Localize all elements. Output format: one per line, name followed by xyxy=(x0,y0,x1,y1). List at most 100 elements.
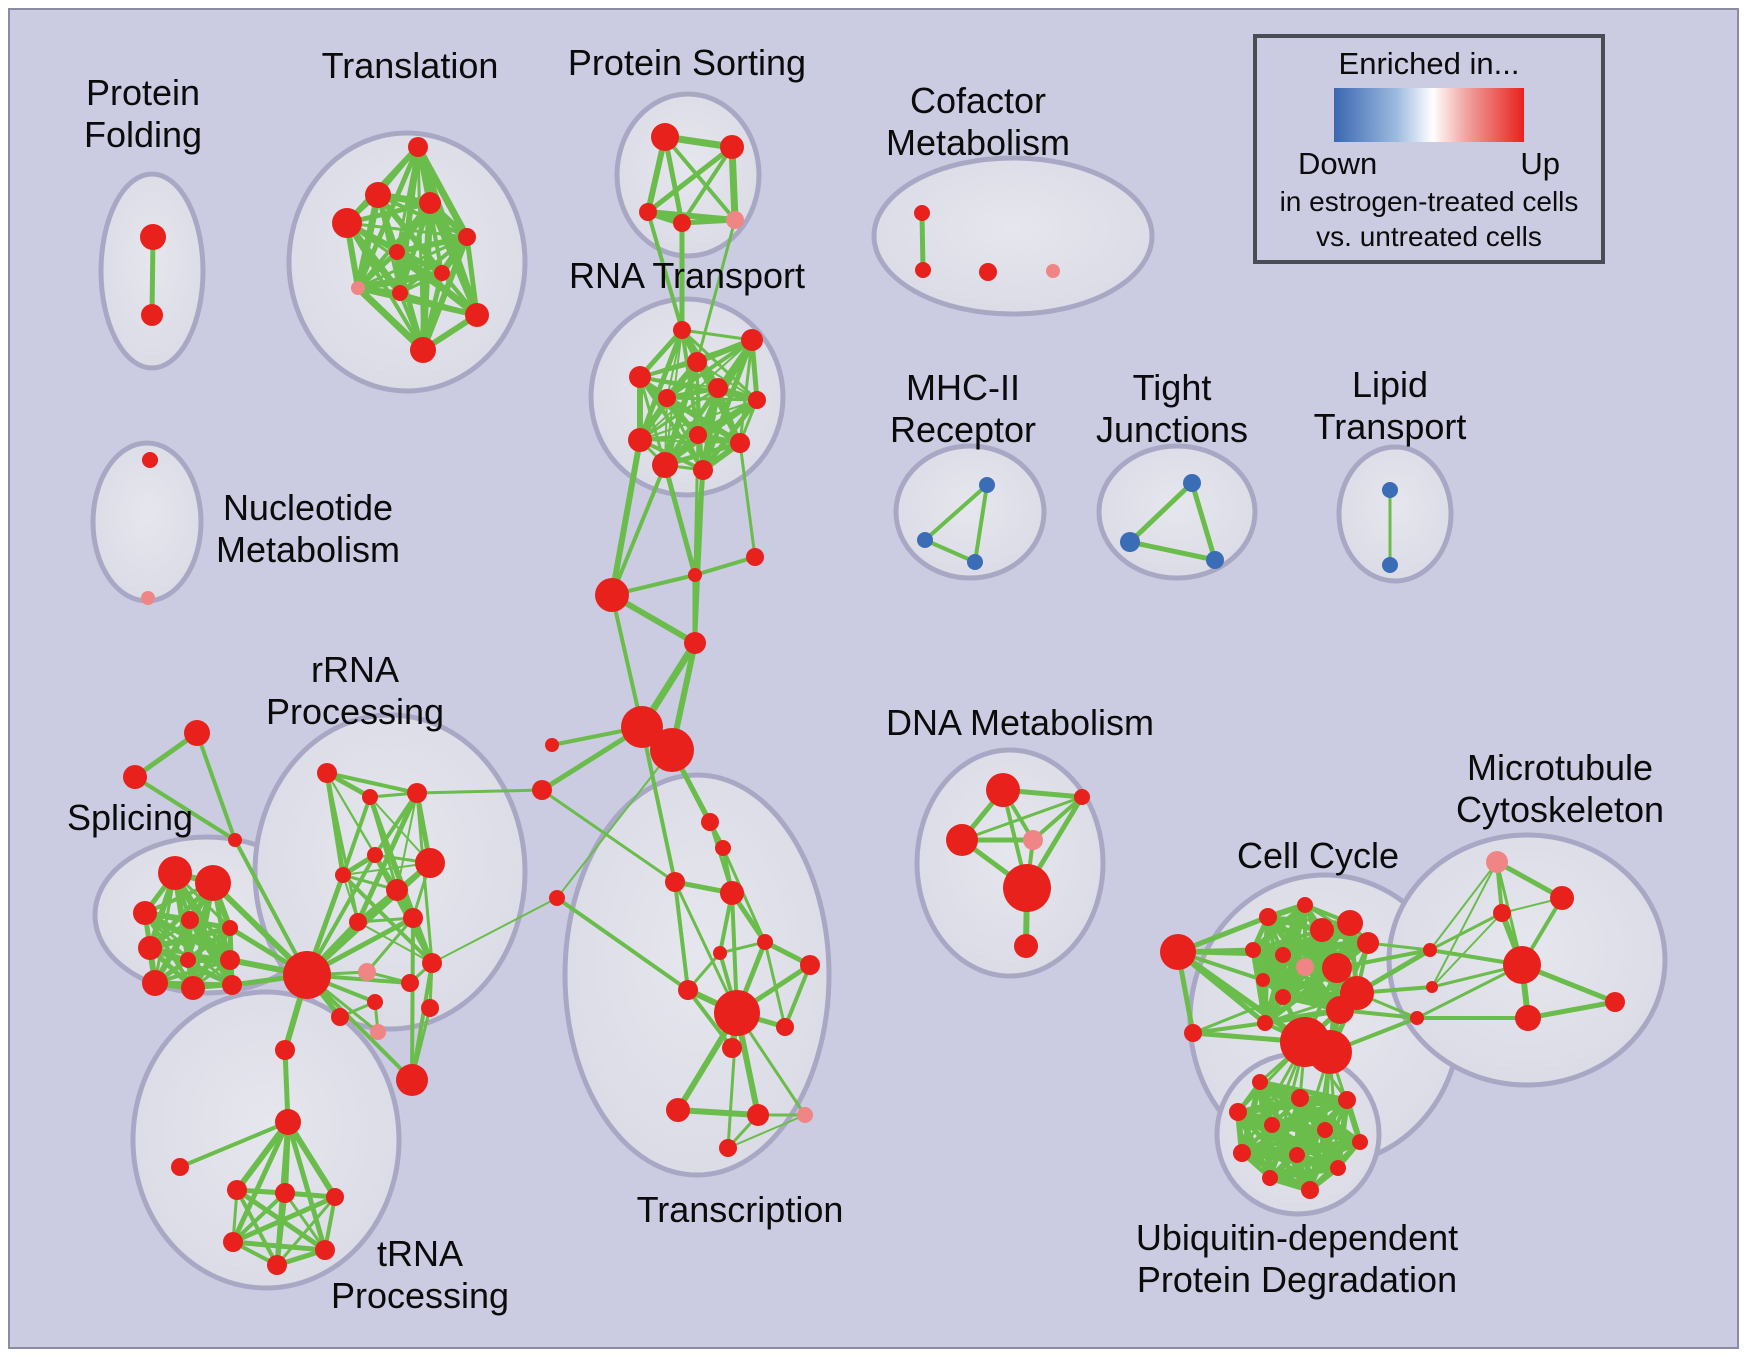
gene-set-node-ps5[interactable] xyxy=(726,211,744,229)
gene-set-node-tx1[interactable] xyxy=(713,946,727,960)
gene-set-node-c5[interactable] xyxy=(545,738,559,752)
gene-set-node-sp10[interactable] xyxy=(181,976,205,1000)
gene-set-node-u9[interactable] xyxy=(1289,1147,1305,1163)
gene-set-node-t10[interactable] xyxy=(465,303,489,327)
gene-set-node-tx8[interactable] xyxy=(747,1104,769,1126)
gene-set-node-ps4[interactable] xyxy=(673,214,691,232)
gene-set-node-lp1[interactable] xyxy=(1382,482,1398,498)
gene-set-node-d3[interactable] xyxy=(946,824,978,856)
gene-set-node-u10[interactable] xyxy=(1330,1160,1346,1176)
gene-set-node-r17[interactable] xyxy=(396,1064,428,1096)
gene-set-node-k1[interactable] xyxy=(1423,943,1437,957)
gene-set-node-k2[interactable] xyxy=(1426,981,1438,993)
gene-set-node-rt8[interactable] xyxy=(689,426,707,444)
gene-set-node-CL[interactable] xyxy=(1160,934,1196,970)
gene-set-node-tleft[interactable] xyxy=(549,890,565,906)
gene-set-node-tj3[interactable] xyxy=(1206,551,1224,569)
gene-set-node-c2[interactable] xyxy=(746,548,764,566)
gene-set-node-ps2[interactable] xyxy=(720,135,744,159)
gene-set-node-tn1[interactable] xyxy=(227,1180,247,1200)
gene-set-node-c4[interactable] xyxy=(684,632,706,654)
gene-set-node-cc1[interactable] xyxy=(1297,897,1313,913)
gene-set-node-u5[interactable] xyxy=(1264,1117,1280,1133)
gene-set-node-sx2[interactable] xyxy=(123,765,147,789)
gene-set-node-sp7[interactable] xyxy=(180,952,196,968)
gene-set-node-r6[interactable] xyxy=(335,867,351,883)
gene-set-node-P1[interactable] xyxy=(621,706,663,748)
gene-set-node-r1[interactable] xyxy=(317,763,337,783)
gene-set-node-u8[interactable] xyxy=(1233,1144,1251,1162)
gene-set-node-tj1[interactable] xyxy=(1183,474,1201,492)
gene-set-node-k3[interactable] xyxy=(1410,1011,1424,1025)
gene-set-node-sp11[interactable] xyxy=(222,975,242,995)
gene-set-node-sp4[interactable] xyxy=(181,911,199,929)
gene-set-node-cf4[interactable] xyxy=(1046,264,1060,278)
gene-set-node-c3[interactable] xyxy=(595,578,629,612)
gene-set-node-d1[interactable] xyxy=(986,773,1020,807)
gene-set-node-r2[interactable] xyxy=(362,789,378,805)
gene-set-node-rt10[interactable] xyxy=(730,433,750,453)
gene-set-node-ps3[interactable] xyxy=(639,203,657,221)
gene-set-node-tx6[interactable] xyxy=(722,1038,742,1058)
gene-set-node-sx1[interactable] xyxy=(184,720,210,746)
gene-set-node-tx9[interactable] xyxy=(797,1107,813,1123)
gene-set-node-cc11[interactable] xyxy=(1275,989,1291,1005)
gene-set-node-HB[interactable] xyxy=(283,951,331,999)
gene-set-node-t3[interactable] xyxy=(419,192,441,214)
gene-set-node-cf1[interactable] xyxy=(914,205,930,221)
gene-set-node-cc3[interactable] xyxy=(1310,918,1334,942)
gene-set-node-MT[interactable] xyxy=(1503,946,1541,984)
gene-set-node-tx7[interactable] xyxy=(666,1098,690,1122)
gene-set-node-cc4[interactable] xyxy=(1337,910,1363,936)
gene-set-node-mt5[interactable] xyxy=(1605,992,1625,1012)
gene-set-node-tx5[interactable] xyxy=(776,1018,794,1036)
gene-set-node-P2[interactable] xyxy=(650,728,694,772)
gene-set-node-tx2[interactable] xyxy=(757,934,773,950)
gene-set-node-r13[interactable] xyxy=(331,1008,349,1026)
gene-set-node-nm1[interactable] xyxy=(142,452,158,468)
gene-set-node-c9[interactable] xyxy=(665,872,685,892)
gene-set-node-u3[interactable] xyxy=(1338,1091,1356,1109)
gene-set-node-r9[interactable] xyxy=(403,908,423,928)
gene-set-node-sp9[interactable] xyxy=(142,970,168,996)
gene-set-node-t2[interactable] xyxy=(365,182,391,208)
gene-set-node-m2[interactable] xyxy=(917,532,933,548)
gene-set-node-c8[interactable] xyxy=(715,840,731,856)
gene-set-node-t7[interactable] xyxy=(434,265,450,281)
gene-set-node-cc7[interactable] xyxy=(1275,947,1291,963)
gene-set-node-cc15[interactable] xyxy=(1184,1024,1202,1042)
gene-set-node-m1[interactable] xyxy=(979,477,995,493)
gene-set-node-tn2[interactable] xyxy=(275,1183,295,1203)
gene-set-node-pf1[interactable] xyxy=(140,224,166,250)
gene-set-node-u1[interactable] xyxy=(1252,1074,1268,1090)
gene-set-node-c6[interactable] xyxy=(532,780,552,800)
gene-set-node-tj2[interactable] xyxy=(1120,532,1140,552)
gene-set-node-cc2[interactable] xyxy=(1259,908,1277,926)
gene-set-node-mt3[interactable] xyxy=(1493,904,1511,922)
gene-set-node-cc10[interactable] xyxy=(1256,973,1270,987)
gene-set-node-sp6[interactable] xyxy=(138,936,162,960)
gene-set-node-u4[interactable] xyxy=(1229,1103,1247,1121)
gene-set-node-t4[interactable] xyxy=(332,208,362,238)
gene-set-node-d4[interactable] xyxy=(1023,830,1043,850)
gene-set-node-u11[interactable] xyxy=(1262,1170,1278,1186)
gene-set-node-lp2[interactable] xyxy=(1382,557,1398,573)
gene-set-node-tx3[interactable] xyxy=(800,955,820,975)
gene-set-node-tn3[interactable] xyxy=(326,1188,344,1206)
gene-set-node-sp2[interactable] xyxy=(195,865,231,901)
gene-set-node-ps1[interactable] xyxy=(651,123,679,151)
gene-set-node-r12[interactable] xyxy=(422,953,442,973)
gene-set-node-r16[interactable] xyxy=(370,1024,386,1040)
gene-set-node-cc14[interactable] xyxy=(1257,1015,1273,1031)
gene-set-node-CP2[interactable] xyxy=(1308,1030,1352,1074)
gene-set-node-c10[interactable] xyxy=(720,881,744,905)
gene-set-node-rt11[interactable] xyxy=(652,452,678,478)
gene-set-node-tn4[interactable] xyxy=(223,1232,243,1252)
gene-set-node-iso[interactable] xyxy=(171,1158,189,1176)
gene-set-node-t6[interactable] xyxy=(389,244,405,260)
gene-set-node-t1[interactable] xyxy=(408,137,428,157)
gene-set-node-u7[interactable] xyxy=(1352,1134,1368,1150)
gene-set-node-u6[interactable] xyxy=(1317,1122,1333,1138)
gene-set-node-cc6[interactable] xyxy=(1245,942,1261,958)
gene-set-node-sp8[interactable] xyxy=(220,950,240,970)
